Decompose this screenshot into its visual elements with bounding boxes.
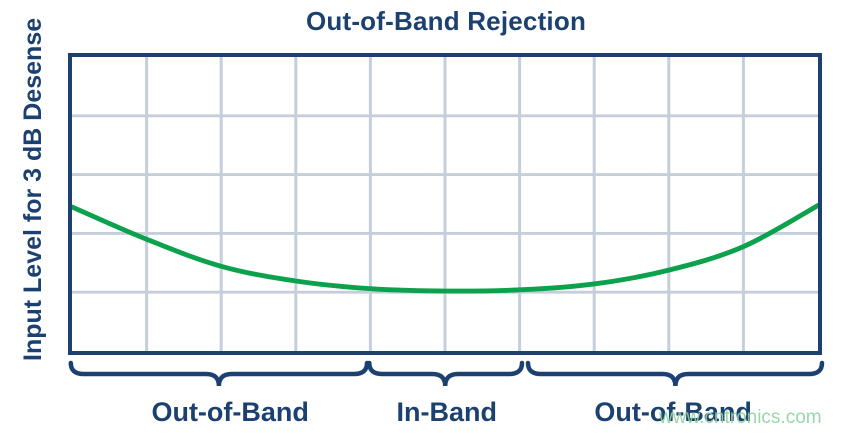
grid-and-curve bbox=[72, 57, 818, 351]
band-label-out-of-band-left: Out-of-Band bbox=[151, 397, 309, 427]
plot-area bbox=[68, 53, 822, 355]
chart-title: Out-of-Band Rejection bbox=[305, 6, 587, 36]
watermark: www.cntronics.com bbox=[659, 407, 822, 428]
band-label-out-of-band-right: Out-of-Band bbox=[594, 397, 752, 427]
band-label-in-band: In-Band bbox=[396, 397, 498, 427]
y-axis-label: Input Level for 3 dB Desense bbox=[19, 17, 47, 361]
band-braces bbox=[68, 360, 825, 387]
